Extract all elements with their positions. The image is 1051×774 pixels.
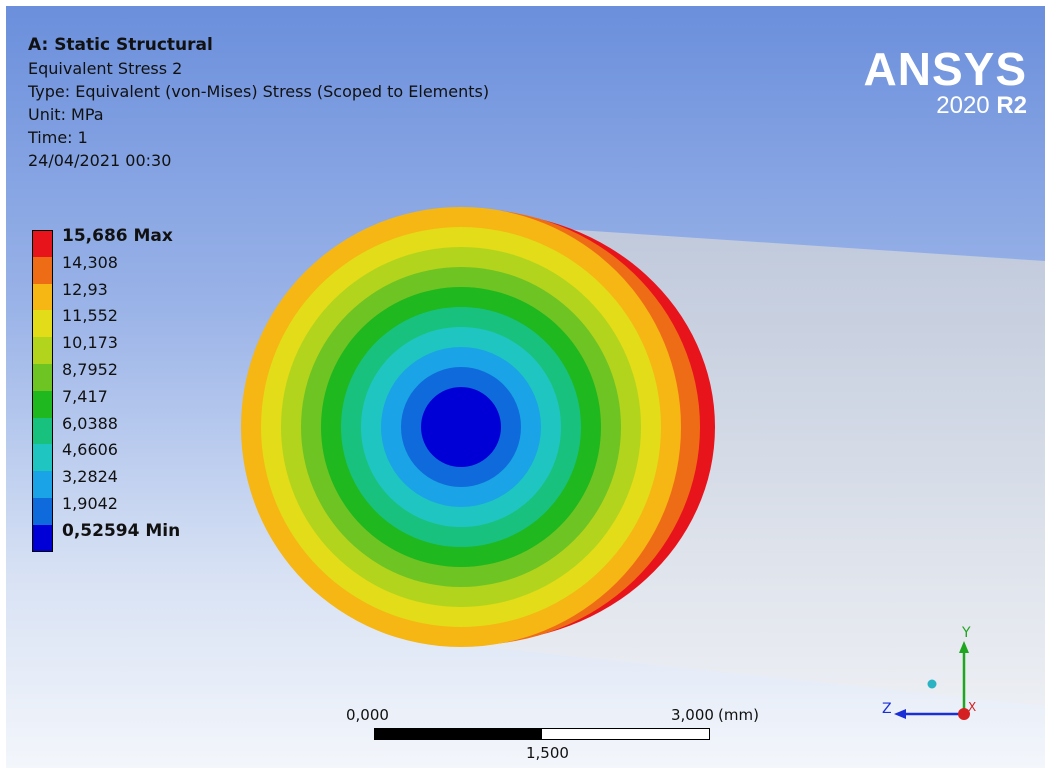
coordinate-triad[interactable]: Y Z X bbox=[876, 621, 996, 731]
graphics-viewport[interactable]: A: Static Structural Equivalent Stress 2… bbox=[6, 6, 1045, 768]
legend-swatch bbox=[32, 390, 53, 418]
y-axis-arrow-icon bbox=[959, 641, 969, 653]
y-axis-label: Y bbox=[961, 625, 971, 641]
legend-swatch bbox=[32, 444, 53, 472]
scale-mid-label: 1,500 bbox=[526, 744, 569, 762]
result-unit: Unit: MPa bbox=[28, 105, 104, 124]
legend-level: 12,93 bbox=[62, 279, 108, 299]
ansys-logo: ANSYS 2020 R2 bbox=[864, 46, 1027, 120]
legend-swatch bbox=[32, 497, 53, 525]
legend-level: 11,552 bbox=[62, 306, 118, 326]
scale-bar bbox=[374, 728, 710, 740]
x-axis-dot-icon bbox=[958, 708, 970, 720]
legend-swatch bbox=[32, 310, 53, 338]
model-render[interactable] bbox=[6, 6, 1045, 768]
scale-ruler: 0,000 3,000 (mm) 1,500 bbox=[346, 706, 806, 766]
result-datetime: 24/04/2021 00:30 bbox=[28, 151, 172, 170]
brand-version: 2020 R2 bbox=[936, 92, 1027, 119]
result-type: Type: Equivalent (von-Mises) Stress (Sco… bbox=[28, 82, 490, 101]
legend-level: 10,173 bbox=[62, 333, 118, 353]
z-axis-label: Z bbox=[882, 701, 892, 717]
z-axis-arrow-icon bbox=[894, 709, 906, 719]
contour-core bbox=[433, 399, 489, 455]
legend-level: 8,7952 bbox=[62, 359, 118, 379]
x-axis-label: X bbox=[968, 700, 976, 714]
legend-swatch bbox=[32, 256, 53, 284]
legend-swatch bbox=[32, 524, 53, 552]
legend-min-label: 0,52594 Min bbox=[62, 520, 181, 541]
result-time: Time: 1 bbox=[28, 128, 88, 147]
legend-level: 6,0388 bbox=[62, 413, 118, 433]
legend-swatch bbox=[32, 337, 53, 364]
legend-level: 7,417 bbox=[62, 386, 108, 406]
result-header: A: Static Structural Equivalent Stress 2… bbox=[28, 34, 489, 172]
result-name: Equivalent Stress 2 bbox=[28, 59, 183, 78]
scale-unit: (mm) bbox=[718, 706, 759, 724]
analysis-title: A: Static Structural bbox=[28, 35, 213, 55]
legend-swatch bbox=[32, 363, 53, 391]
legend-swatch bbox=[32, 230, 53, 257]
scale-right-label: 3,000 bbox=[671, 706, 714, 724]
legend-level: 3,2824 bbox=[62, 467, 118, 487]
scale-left-label: 0,000 bbox=[346, 706, 389, 724]
legend-level: 4,6606 bbox=[62, 440, 118, 460]
brand-name: ANSYS bbox=[863, 43, 1027, 95]
legend-max-label: 15,686 Max bbox=[62, 226, 173, 246]
legend-swatch bbox=[32, 417, 53, 445]
legend-swatch bbox=[32, 471, 53, 498]
end-face-contours bbox=[241, 207, 715, 647]
legend-level: 14,308 bbox=[62, 252, 118, 272]
legend-labels: 15,686 Max 14,308 12,93 11,552 10,173 8,… bbox=[62, 226, 262, 548]
legend-level: 1,9042 bbox=[62, 493, 118, 513]
legend-swatch bbox=[32, 283, 53, 311]
isometric-view-icon bbox=[927, 679, 937, 689]
legend-color-bar bbox=[32, 230, 53, 552]
